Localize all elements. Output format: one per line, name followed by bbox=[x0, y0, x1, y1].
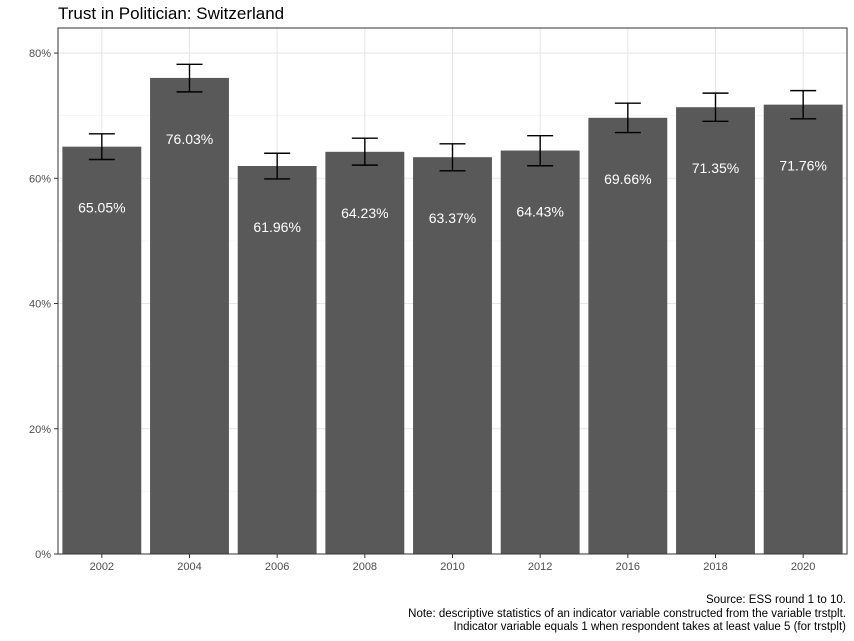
x-tick-label: 2020 bbox=[791, 561, 815, 573]
x-tick-label: 2010 bbox=[440, 561, 464, 573]
x-tick-label: 2012 bbox=[528, 561, 552, 573]
error-bar-2016 bbox=[614, 102, 641, 134]
bar-2016 bbox=[588, 117, 668, 554]
caption-source: Source: ESS round 1 to 10. bbox=[705, 594, 846, 606]
y-tick-label: 80% bbox=[29, 48, 51, 60]
error-bar-2002 bbox=[88, 133, 115, 161]
chart-title: Trust in Politician: Switzerland bbox=[58, 4, 285, 23]
error-bar-2018 bbox=[702, 92, 729, 123]
error-bar-2020 bbox=[790, 89, 817, 120]
x-tick-label: 2002 bbox=[90, 561, 114, 573]
value-label: 76.03% bbox=[166, 131, 213, 147]
x-tick-label: 2004 bbox=[177, 561, 201, 573]
value-label: 69.66% bbox=[604, 171, 651, 187]
y-tick-label: 0% bbox=[35, 549, 51, 561]
error-bar-2006 bbox=[264, 152, 291, 180]
caption-indicator: Indicator variable equals 1 when respond… bbox=[453, 621, 847, 633]
x-tick-label: 2008 bbox=[353, 561, 377, 573]
error-bar-2004 bbox=[176, 63, 203, 93]
x-tick-label: 2006 bbox=[265, 561, 289, 573]
bar-2012 bbox=[500, 150, 580, 554]
x-tick-label: 2016 bbox=[616, 561, 640, 573]
bar-2018 bbox=[676, 107, 755, 554]
error-bar-2010 bbox=[439, 143, 466, 172]
error-bar-2008 bbox=[351, 137, 378, 166]
bar-2006 bbox=[237, 166, 317, 554]
bar-2008 bbox=[325, 151, 405, 554]
value-label: 65.05% bbox=[78, 200, 125, 216]
chart-caption: Source: ESS round 1 to 10. Note: descrip… bbox=[408, 594, 846, 635]
y-tick-label: 20% bbox=[29, 424, 51, 436]
bar-2010 bbox=[413, 157, 492, 554]
value-label: 71.76% bbox=[779, 158, 826, 174]
bar-2004 bbox=[150, 77, 229, 554]
x-tick-label: 2018 bbox=[703, 561, 727, 573]
y-tick-label: 60% bbox=[29, 173, 51, 185]
bar-2002 bbox=[62, 146, 142, 555]
bar-2020 bbox=[763, 104, 843, 554]
value-label: 64.23% bbox=[341, 205, 388, 221]
value-label: 63.37% bbox=[429, 210, 476, 226]
y-tick-label: 40% bbox=[29, 299, 51, 311]
value-label: 64.43% bbox=[516, 204, 563, 220]
error-bar-2012 bbox=[527, 135, 554, 167]
caption-note: Note: descriptive statistics of an indic… bbox=[408, 607, 846, 620]
value-label: 61.96% bbox=[253, 219, 300, 235]
value-label: 71.35% bbox=[692, 160, 739, 176]
